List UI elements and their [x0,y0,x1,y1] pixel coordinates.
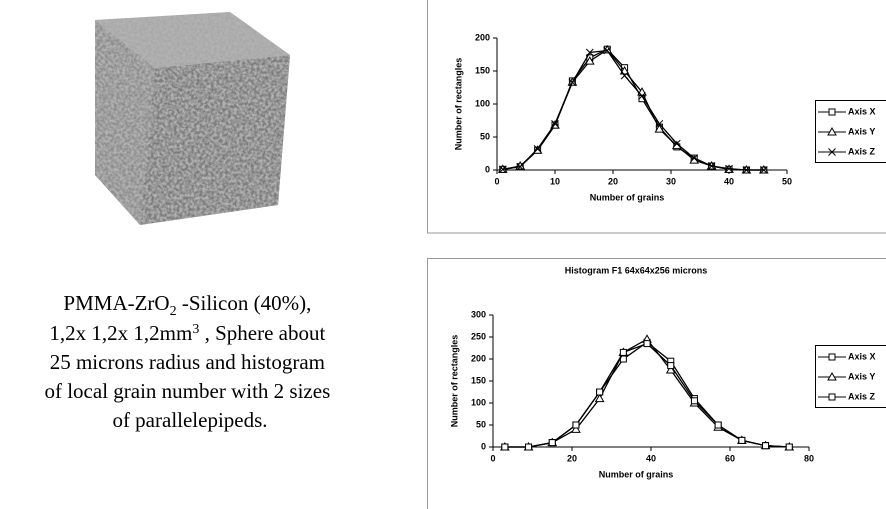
x-tick-label: 30 [666,176,676,186]
x-tick-label: 20 [608,176,618,186]
page: PMMA-ZrO2 -Silicon (40%), 1,2x 1,2x 1,2m… [0,0,886,509]
legend-label: Axis X [848,351,876,361]
legend-label: Axis Z [848,146,876,156]
marker [549,440,555,446]
marker [763,443,769,449]
y-axis-label: Number of rectangles [449,335,459,428]
marker [786,444,792,450]
x-tick-label: 80 [804,453,814,463]
x-axis-label: Number of grains [599,469,674,479]
series-line [505,344,789,447]
x-tick-label: 50 [782,176,792,186]
legend-label: Axis Y [848,371,875,381]
marker [597,389,603,395]
y-tick-label: 100 [471,397,486,407]
marker [715,422,721,428]
legend-label: Axis Y [848,126,875,136]
series-line [503,50,764,170]
x-tick-label: 0 [494,176,499,186]
y-tick-label: 100 [475,98,490,108]
y-tick-label: 200 [475,32,490,42]
marker [573,422,579,428]
series-line [503,51,764,170]
x-tick-label: 20 [567,453,577,463]
marker [668,363,674,369]
y-tick-label: 150 [475,65,490,75]
y-tick-label: 200 [471,353,486,363]
y-tick-label: 150 [471,375,486,385]
y-tick-label: 300 [471,309,486,319]
series-line [503,49,764,170]
x-tick-label: 10 [550,176,560,186]
legend-marker [829,109,835,115]
legend-marker [829,354,835,360]
y-axis-label: Number of rectangles [453,58,463,151]
marker [691,398,697,404]
x-tick-label: 40 [724,176,734,186]
marker [502,444,508,450]
x-tick-label: 60 [725,453,735,463]
cube-image [95,12,290,225]
marker [644,341,650,347]
caption: PMMA-ZrO2 -Silicon (40%), 1,2x 1,2x 1,2m… [44,291,335,432]
y-tick-label: 250 [471,331,486,341]
y-tick-label: 0 [485,164,490,174]
marker [739,437,745,443]
chart-title: Histogram F1 64x64x256 microns [565,265,708,275]
series-line [505,339,789,447]
series-line [505,342,789,447]
legend-label: Axis Z [848,391,876,401]
legend-label: Axis X [848,106,876,116]
x-axis-label: Number of grains [590,192,665,202]
marker [526,444,532,450]
y-tick-label: 50 [476,419,486,429]
legend-marker [829,394,835,400]
y-tick-label: 0 [481,441,486,451]
y-tick-label: 50 [480,131,490,141]
x-tick-label: 0 [490,453,495,463]
x-tick-label: 40 [646,453,656,463]
marker [620,349,626,355]
